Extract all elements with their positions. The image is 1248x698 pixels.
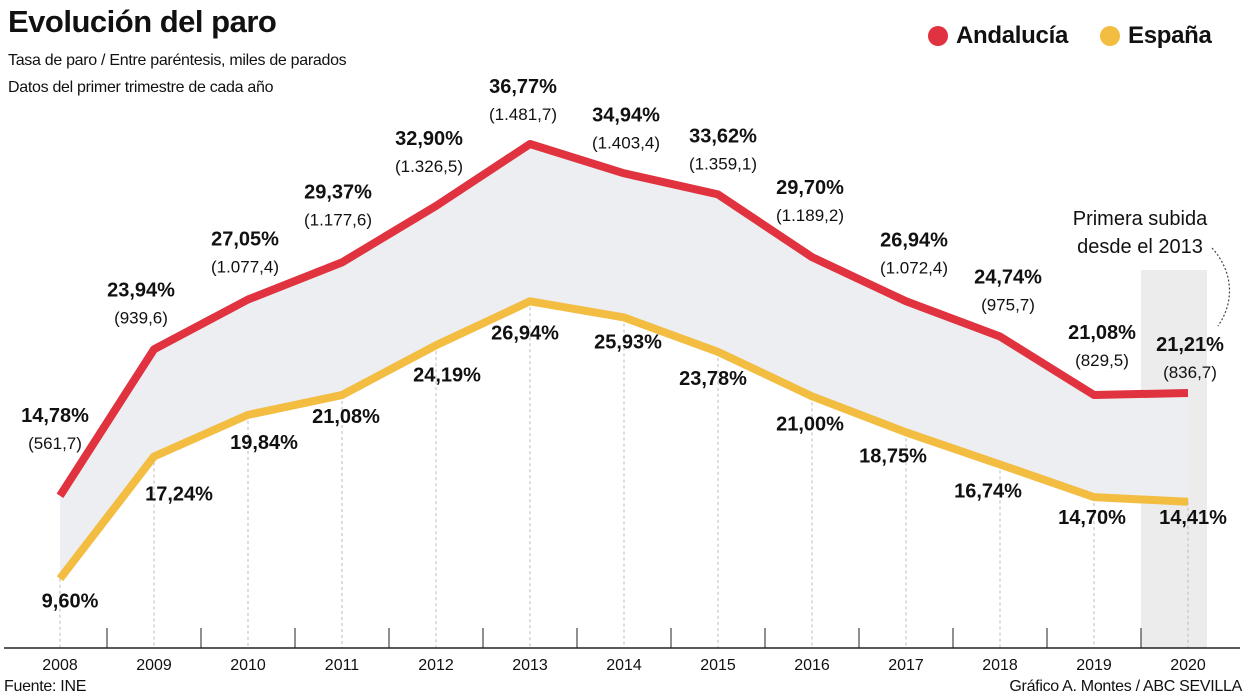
x-tick-label: 2016 [794,657,830,674]
data-label-parados: (1.077,4) [211,258,279,277]
data-label-parados: (939,6) [114,308,168,327]
x-tick-label: 2018 [982,657,1018,674]
source-note: Fuente: INE [4,678,87,695]
data-label-andalucia: 33,62% [689,125,757,147]
data-label-andalucia: 21,21% [1156,334,1224,356]
data-label-parados: (1.177,6) [304,210,372,229]
data-label-espana: 23,78% [679,368,747,390]
x-tick-label: 2019 [1076,657,1112,674]
data-label-espana: 21,08% [312,406,380,428]
data-label-espana: 21,00% [776,413,844,435]
legend-item-espana: España [1100,22,1212,50]
x-tick-label: 2012 [418,657,454,674]
x-tick-label: 2011 [325,657,360,674]
gap-band [60,144,1188,579]
x-tick-label: 2010 [230,657,266,674]
annotation-connector [1211,247,1231,327]
legend-label-andalucia: Andalucía [956,22,1068,49]
data-label-andalucia: 27,05% [211,229,279,251]
data-label-parados: (1.072,4) [880,258,948,277]
data-label-espana: 16,74% [954,480,1022,502]
data-label-andalucia: 23,94% [107,279,175,301]
annotation-line-1: Primera subida [1073,208,1208,230]
legend-label-espana: España [1128,22,1212,49]
data-label-andalucia: 24,74% [974,266,1042,288]
data-label-parados: (829,5) [1075,351,1129,370]
data-label-espana: 9,60% [42,591,99,613]
data-label-parados: (1.481,7) [489,105,557,124]
series-line-espana [56,297,1189,582]
data-label-andalucia: 29,37% [304,181,372,203]
data-label-andalucia: 32,90% [395,128,463,150]
chart-subtitle-2: Datos del primer trimestre de cada año [8,79,274,96]
data-label-andalucia: 34,94% [592,104,660,126]
data-label-parados: (1.189,2) [776,206,844,225]
x-tick-label: 2020 [1170,657,1206,674]
data-label-espana: 25,93% [594,331,662,353]
annotation-line-2: desde el 2013 [1077,236,1203,258]
data-label-espana: 14,70% [1058,507,1126,529]
x-tick-label: 2009 [136,657,172,674]
data-label-andalucia: 14,78% [21,405,89,427]
x-tick-label: 2015 [700,657,736,674]
data-label-espana: 17,24% [145,483,213,505]
chart-title: Evolución del paro [8,4,277,39]
data-label-parados: (1.403,4) [592,133,660,152]
data-label-parados: (975,7) [981,295,1035,314]
data-label-espana: 26,94% [491,322,559,344]
chart-subtitle: Tasa de paro / Entre paréntesis, miles d… [8,52,347,69]
data-label-espana: 14,41% [1159,507,1227,529]
x-tick-label: 2017 [888,657,924,674]
x-tick-label: 2013 [512,657,548,674]
data-label-parados: (561,7) [28,434,82,453]
data-label-espana: 18,75% [859,445,927,467]
legend-swatch-andalucia [928,26,948,46]
data-label-parados: (836,7) [1163,363,1217,382]
series-line-andalucia [56,140,1189,498]
credit-note: Gráfico A. Montes / ABC SEVILLA [1009,678,1242,695]
x-tick-label: 2014 [606,657,642,674]
x-tick-label: 2008 [42,657,78,674]
legend-item-andalucia: Andalucía [928,22,1068,50]
data-label-andalucia: 26,94% [880,229,948,251]
data-label-espana: 24,19% [413,364,481,386]
legend-swatch-espana [1100,26,1120,46]
data-label-parados: (1.326,5) [395,157,463,176]
data-label-andalucia: 36,77% [489,76,557,98]
data-label-andalucia: 21,08% [1068,322,1136,344]
data-label-andalucia: 29,70% [776,177,844,199]
data-label-parados: (1.359,1) [689,154,757,173]
data-label-espana: 19,84% [230,432,298,454]
